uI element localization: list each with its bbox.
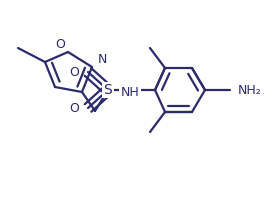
Text: S: S [104,83,112,97]
Text: NH: NH [121,86,139,99]
Text: N: N [97,53,107,66]
Text: O: O [69,101,79,114]
Text: O: O [69,66,79,79]
Text: NH₂: NH₂ [238,84,262,97]
Text: O: O [55,37,65,51]
